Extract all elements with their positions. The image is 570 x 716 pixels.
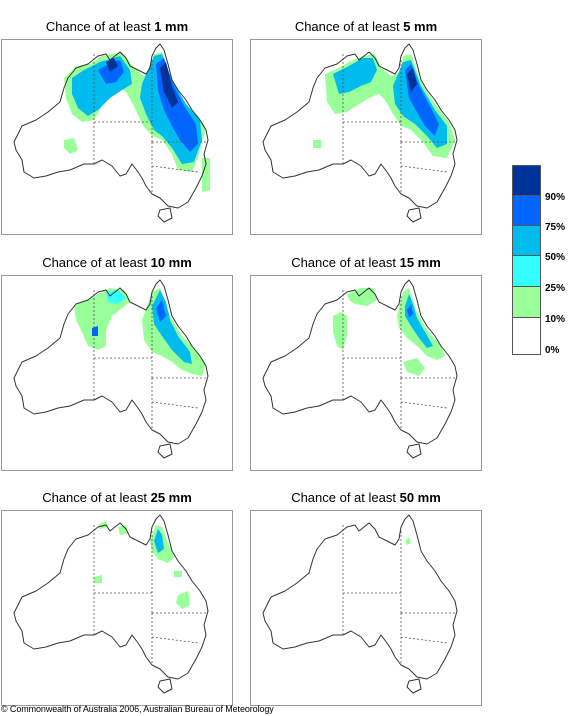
- probability-shading: [74, 288, 206, 376]
- state-borders: [342, 54, 457, 194]
- map-panel-25mm: Chance of at least 25 mm: [1, 489, 233, 706]
- legend-swatch-25: [512, 255, 541, 287]
- map-panel-10mm: Chance of at least 10 mm: [1, 254, 233, 471]
- australia-map: [262, 514, 458, 694]
- map-panel-15mm: Chance of at least 15 mm: [250, 254, 482, 471]
- legend-swatch-0: [512, 317, 541, 355]
- probability-shading: [333, 288, 445, 376]
- map-frame: [1, 510, 233, 706]
- state-borders: [342, 290, 457, 430]
- map-frame: [250, 510, 482, 706]
- legend-label-10: 10%: [545, 314, 566, 325]
- probability-shading: [313, 54, 455, 158]
- panel-title: Chance of at least 5 mm: [294, 19, 438, 34]
- coastline: [13, 514, 209, 694]
- map-panel-1mm: Chance of at least 1 mm: [1, 18, 233, 235]
- legend-label-75: 75%: [545, 222, 566, 233]
- panel-title: Chance of at least 25 mm: [42, 490, 192, 505]
- australia-map: [13, 279, 209, 459]
- panel-title: Chance of at least 10 mm: [42, 255, 192, 270]
- panel-title: Chance of at least 1 mm: [45, 19, 189, 34]
- probability-shading: [64, 52, 210, 192]
- legend-label-90: 90%: [545, 192, 566, 203]
- probability-shading: [94, 521, 190, 609]
- probability-legend: 90% 75% 50% 25% 10% 0%: [512, 165, 568, 356]
- legend-label-0: 0%: [545, 345, 560, 356]
- state-borders: [93, 525, 208, 665]
- australia-map: [13, 514, 209, 694]
- coastline: [262, 279, 458, 459]
- legend-swatch-75: [512, 195, 541, 226]
- coastline: [262, 514, 458, 694]
- coastline: [262, 43, 458, 223]
- legend-swatch-50: [512, 225, 541, 256]
- state-borders: [342, 525, 457, 665]
- coastline: [13, 43, 209, 223]
- map-panel-50mm: Chance of at least 50 mm: [250, 489, 482, 706]
- australia-map: [262, 43, 458, 223]
- map-panel-5mm: Chance of at least 5 mm: [250, 18, 482, 235]
- map-frame: [1, 39, 233, 235]
- probability-shading: [405, 537, 411, 545]
- legend-swatch-90: [512, 165, 541, 196]
- map-frame: [250, 39, 482, 235]
- copyright-notice: © Commonwealth of Australia 2006, Austra…: [1, 704, 274, 714]
- coastline: [13, 279, 209, 459]
- state-borders: [93, 54, 208, 194]
- state-borders: [93, 290, 208, 430]
- map-frame: [1, 275, 233, 471]
- legend-swatch-10: [512, 286, 541, 318]
- panel-title: Chance of at least 50 mm: [291, 490, 441, 505]
- legend-label-50: 50%: [545, 252, 566, 263]
- australia-map: [262, 279, 458, 459]
- legend-label-25: 25%: [545, 283, 566, 294]
- map-frame: [250, 275, 482, 471]
- panel-title: Chance of at least 15 mm: [291, 255, 441, 270]
- australia-map: [13, 43, 210, 223]
